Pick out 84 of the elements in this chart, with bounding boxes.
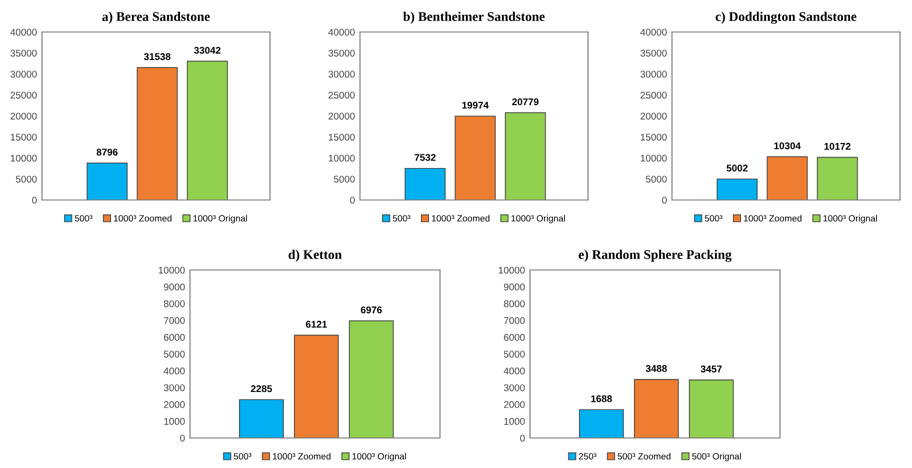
y-tick-label: 9000 [504, 284, 525, 290]
y-tick-label: 2000 [504, 401, 525, 408]
chart-title: d) Ketton [288, 250, 342, 262]
y-tick-label: 3000 [504, 384, 525, 392]
y-tick-label: 5000 [16, 176, 37, 183]
legend-label: 500³ [392, 215, 410, 222]
y-tick-label: 20000 [10, 112, 37, 120]
y-tick-label: 0 [32, 196, 37, 204]
y-tick-label: 1000 [504, 418, 525, 425]
data-label: 10172 [824, 142, 850, 150]
y-tick-label: 10000 [640, 154, 667, 162]
data-label: 3488 [646, 365, 667, 372]
y-tick-label: 4000 [504, 368, 525, 374]
y-tick-label: 40000 [640, 28, 667, 36]
y-tick-label: 5000 [164, 350, 185, 358]
y-tick-label: 35000 [640, 50, 667, 57]
legend-label: 1000³ Zoomed [432, 214, 490, 222]
y-tick-label: 10000 [328, 154, 355, 162]
y-tick-label: 1000 [164, 418, 185, 425]
y-tick-label: 25000 [10, 92, 37, 99]
y-tick-label: 8000 [504, 300, 525, 308]
y-tick-label: 9000 [164, 284, 185, 290]
y-tick-label: 35000 [10, 50, 37, 57]
y-tick-label: 8000 [164, 300, 185, 308]
y-tick-label: 0 [350, 196, 355, 204]
legend-label: 1000³ Orignal [193, 214, 247, 224]
y-tick-label: 0 [662, 196, 667, 204]
legend-label: 1000³ Orignal [352, 452, 406, 462]
data-label: 33042 [194, 46, 220, 54]
data-label: 19974 [462, 102, 489, 109]
data-label: 20779 [512, 98, 539, 106]
y-tick-label: 15000 [328, 134, 355, 141]
data-label: 1688 [591, 395, 612, 402]
legend-label: 1000³ Zoomed [114, 214, 172, 222]
chart-title: b) Bentheimer Sandstone [403, 12, 545, 24]
chart-title: a) Berea Sandstone [102, 12, 210, 24]
legend-label: 250³ [578, 453, 596, 460]
legend-label: 500³ [704, 215, 722, 222]
y-tick-label: 15000 [10, 134, 37, 141]
data-label: 7532 [414, 154, 436, 161]
y-tick-label: 5000 [504, 350, 525, 358]
y-tick-label: 20000 [640, 112, 667, 120]
y-tick-label: 5000 [334, 176, 355, 183]
y-tick-label: 3000 [164, 384, 185, 392]
data-label: 6121 [306, 320, 327, 328]
y-tick-label: 25000 [328, 92, 355, 99]
data-label: 10304 [774, 142, 801, 150]
y-tick-label: 4000 [164, 368, 185, 374]
y-tick-label: 0 [180, 434, 185, 442]
data-label: 8796 [96, 148, 118, 156]
legend-label: 1000³ Orignal [823, 214, 877, 224]
y-tick-label: 25000 [640, 92, 667, 99]
data-label: 3457 [700, 366, 722, 372]
y-tick-label: 40000 [10, 28, 37, 36]
y-tick-label: 6000 [504, 334, 525, 341]
y-tick-label: 40000 [328, 28, 355, 36]
y-tick-label: 7000 [164, 317, 185, 324]
y-tick-label: 15000 [640, 134, 667, 141]
legend-label: 500³ [234, 453, 252, 460]
y-tick-label: 10000 [158, 266, 185, 274]
chart-title: e) Random Sphere Packing [578, 250, 732, 262]
y-tick-label: 35000 [328, 50, 355, 57]
y-tick-label: 10000 [10, 154, 37, 162]
data-label: 31538 [144, 53, 170, 60]
legend-label: 500³ Zoomed [618, 452, 670, 460]
legend-label: 1000³ Zoomed [272, 452, 330, 460]
chart-title: c) Doddington Sandstone [716, 12, 856, 24]
y-tick-label: 6000 [164, 334, 185, 341]
data-label: 5002 [726, 164, 748, 172]
y-tick-label: 30000 [10, 70, 37, 78]
y-tick-label: 20000 [328, 112, 355, 120]
y-tick-label: 2000 [164, 401, 185, 408]
y-tick-label: 30000 [640, 70, 667, 78]
y-tick-label: 0 [520, 434, 525, 442]
data-label: 6976 [360, 306, 382, 314]
y-tick-label: 10000 [498, 266, 525, 274]
legend-label: 1000³ Zoomed [744, 214, 802, 222]
y-tick-label: 30000 [328, 70, 355, 78]
legend-label: 1000³ Orignal [511, 214, 565, 224]
y-tick-label: 5000 [646, 176, 667, 183]
data-label: 2285 [250, 385, 272, 392]
legend-label: 500³ Orignal [692, 452, 741, 462]
legend-label: 500³ [74, 215, 92, 222]
y-tick-label: 7000 [504, 317, 525, 324]
